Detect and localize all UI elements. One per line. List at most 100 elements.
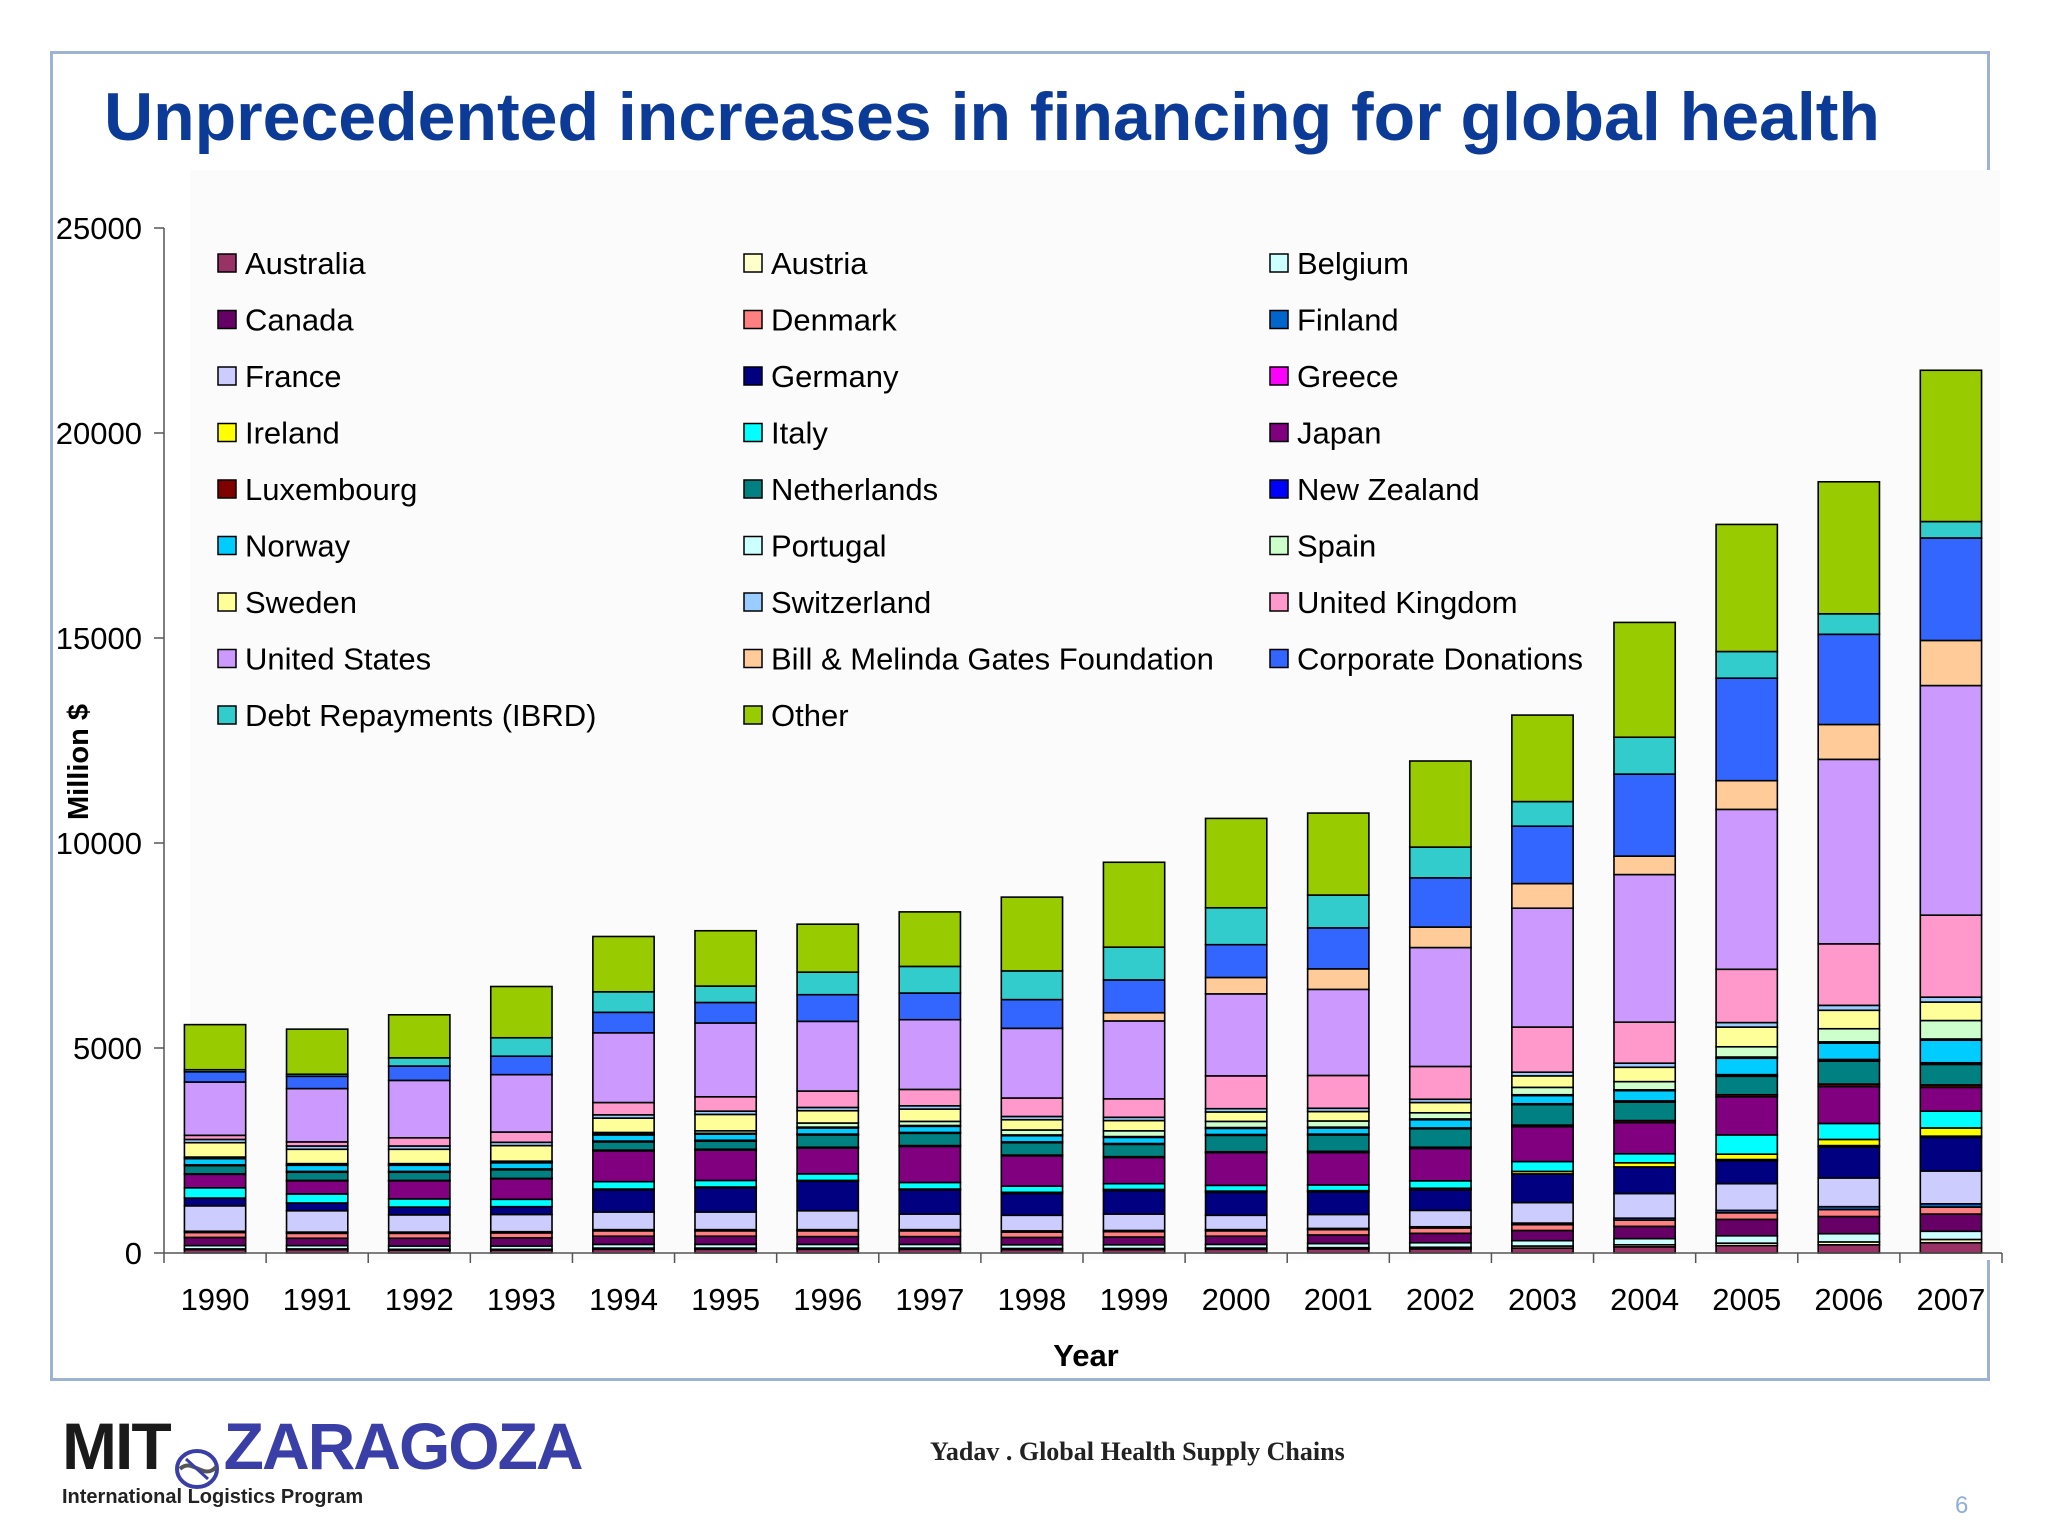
bar-segment: [1102, 1143, 1166, 1158]
bar-segment: [796, 1127, 860, 1135]
bar-segment: [1817, 1122, 1881, 1141]
bar-segment: [694, 1001, 758, 1024]
bar-segment: [1613, 1192, 1677, 1219]
y-tick-label: 10000: [56, 826, 142, 861]
bar-segment: [1715, 808, 1779, 971]
bar-segment: [898, 1088, 962, 1107]
legend: Australia Austria Belgium Canada Denmark Finl…: [217, 246, 1583, 733]
bar-segment: [1102, 1011, 1166, 1022]
legend-item: Belgium: [1269, 246, 1409, 281]
bar-segment: [1204, 1127, 1268, 1136]
bar-segment: [592, 935, 655, 993]
x-tick-label: 2002: [1406, 1282, 1475, 1317]
bar-segment: [1715, 1075, 1779, 1096]
bar-stack-2002: [1408, 760, 1472, 1254]
legend-item: Germany: [743, 359, 899, 394]
bar-stack-1995: [694, 929, 758, 1254]
legend-swatch: [217, 479, 237, 499]
bar-segment: [1919, 684, 1983, 916]
bar-segment: [592, 1141, 655, 1151]
bar-segment: [592, 991, 655, 1014]
bar-segment: [183, 1141, 247, 1158]
x-tick-label: 2007: [1916, 1282, 1985, 1317]
bar-segment: [1511, 1125, 1574, 1163]
bar-segment: [694, 1235, 758, 1246]
bar-segment: [183, 1173, 247, 1189]
legend-swatch: [217, 705, 237, 725]
bar-segment: [1817, 1060, 1881, 1085]
bar-segment: [1613, 1021, 1677, 1064]
bar-segment: [1715, 650, 1779, 679]
bar-segment: [796, 923, 860, 973]
bar-segment: [1306, 1120, 1370, 1128]
legend-item: Australia: [217, 246, 366, 281]
legend-label: Finland: [1297, 303, 1399, 338]
legend-label: Austria: [771, 246, 868, 281]
bar-segment: [1102, 1156, 1166, 1185]
bar-segment: [387, 1171, 451, 1182]
legend-swatch: [217, 253, 237, 273]
bar-segment: [1613, 1225, 1677, 1240]
bar-stack-2003: [1511, 714, 1574, 1254]
bar-segment: [285, 1148, 349, 1165]
bar-segment: [1408, 1232, 1472, 1244]
bar-segment: [1000, 1214, 1064, 1232]
bar-segment: [1715, 1045, 1779, 1058]
bar-segment: [183, 1187, 247, 1199]
bar-segment: [489, 1213, 553, 1233]
legend-label: New Zealand: [1297, 472, 1480, 507]
bar-segment: [1204, 993, 1268, 1077]
bar-segment: [1715, 1134, 1779, 1155]
bar-segment: [592, 1134, 655, 1142]
bar-segment: [898, 1230, 962, 1238]
bar-segment: [1715, 779, 1779, 811]
bar-segment: [592, 1211, 655, 1231]
x-tick-label: 1995: [691, 1282, 760, 1317]
bar-segment: [796, 993, 860, 1023]
bar-segment: [1102, 946, 1166, 981]
legend-swatch: [1269, 366, 1289, 386]
bar-segment: [898, 1018, 962, 1091]
legend-item: Debt Repayments (IBRD): [217, 698, 596, 733]
bar-segment: [1408, 877, 1472, 928]
legend-label: Denmark: [771, 303, 897, 338]
legend-swatch: [217, 535, 237, 556]
bar-segment: [1306, 968, 1370, 991]
bar-segment: [1817, 1215, 1881, 1235]
bar-segment: [898, 911, 962, 968]
page-title: Unprecedented increases in financing for…: [104, 79, 1880, 155]
x-tick-label: 2001: [1304, 1282, 1373, 1317]
legend-swatch: [1269, 535, 1289, 556]
legend-item: Corporate Donations: [1269, 642, 1583, 677]
bar-segment: [1817, 1208, 1881, 1218]
x-tick-label: 1996: [793, 1282, 862, 1317]
bar-segment: [694, 1095, 758, 1112]
bar-segment: [489, 1144, 553, 1162]
legend-label: Netherlands: [771, 472, 938, 507]
bar-segment: [1306, 1191, 1370, 1216]
legend-label: France: [245, 359, 341, 394]
bar-segment: [694, 1113, 758, 1132]
bar-segment: [1613, 1089, 1677, 1102]
bar-segment: [592, 1180, 655, 1190]
bar-segment: [1817, 758, 1881, 945]
bar-segment: [1817, 1009, 1881, 1030]
legend-label: Belgium: [1297, 246, 1409, 281]
bar-segment: [489, 985, 553, 1039]
bar-segment: [1000, 1141, 1064, 1156]
x-tick-label: 2004: [1610, 1282, 1679, 1317]
bar-segment: [285, 1164, 349, 1173]
bar-segment: [1817, 1027, 1881, 1043]
legend-label: Sweden: [245, 585, 357, 620]
bar-segment: [1408, 1101, 1472, 1114]
bar-segment: [1613, 621, 1677, 739]
bar-segment: [898, 1145, 962, 1184]
bar-segment: [1715, 523, 1779, 653]
bar-segment: [1204, 1075, 1268, 1110]
bar-segment: [1613, 773, 1677, 857]
bar-segment: [1715, 1212, 1779, 1221]
legend-item: Spain: [1269, 529, 1376, 564]
legend-item: Bill & Melinda Gates Foundation: [743, 642, 1214, 677]
bar-segment: [1000, 998, 1064, 1030]
bar-segment: [1306, 988, 1370, 1077]
